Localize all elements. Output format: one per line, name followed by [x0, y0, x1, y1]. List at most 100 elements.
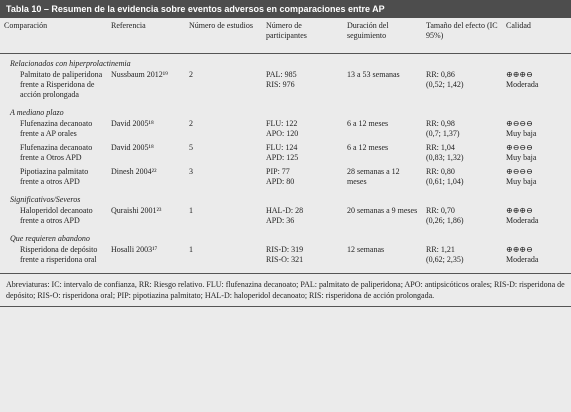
group-row: Que requieren abandono — [0, 229, 571, 244]
effect-line: (0,7; 1,37) — [426, 129, 460, 138]
effect: RR: 0,80 (0,61; 1,04) — [422, 166, 502, 190]
effect: RR: 0,98 (0,7; 1,37) — [422, 118, 502, 142]
reference: Nussbaum 2012¹⁹ — [111, 70, 168, 79]
data-row: Flufenazina decanoato frente a AP orales… — [0, 118, 571, 142]
comparison: Flufenazina decanoato frente a AP orales — [20, 119, 93, 138]
column-header: Duración del seguimiento — [343, 18, 422, 54]
effect-line: (0,52; 1,42) — [426, 80, 464, 89]
effect-line: RR: 0,70 — [426, 206, 455, 215]
quality-line: Moderada — [506, 255, 539, 264]
participants: FLU: 124 APD: 125 — [262, 142, 343, 166]
quality: ⊕⊖⊖⊖ Muy baja — [502, 166, 571, 190]
participant-line: FLU: 122 — [266, 119, 298, 128]
group-label: Relacionados con hiperprolactinemia — [10, 59, 131, 68]
column-header: Comparación — [0, 18, 107, 54]
quality: ⊕⊖⊖⊖ Muy baja — [502, 118, 571, 142]
quality: ⊕⊖⊖⊖ Muy baja — [502, 142, 571, 166]
reference: David 2005¹⁸ — [111, 119, 154, 128]
participant-line: HAL-D: 28 — [266, 206, 304, 215]
reference: David 2005¹⁸ — [111, 143, 154, 152]
comparison: Pipotiazina palmitato frente a otros APD — [20, 167, 89, 186]
duration: 28 semanas a 12 meses — [347, 167, 400, 186]
participant-line: RIS-D: 319 — [266, 245, 304, 254]
effect: RR: 1,04 (0,83; 1,32) — [422, 142, 502, 166]
footnote: Abreviaturas: IC: intervalo de confianza… — [0, 274, 571, 307]
table-head: Comparación Referencia Número de estudios N… — [0, 18, 571, 54]
quality-line: ⊕⊖⊖⊖ — [506, 167, 533, 176]
effect-line: (0,61; 1,04) — [426, 177, 464, 186]
studies: 5 — [189, 143, 193, 152]
group-row: A mediano plazo — [0, 103, 571, 118]
column-header: Número de estudios — [185, 18, 262, 54]
effect: RR: 0,70 (0,26; 1,86) — [422, 205, 502, 229]
duration: 12 semanas — [343, 244, 422, 274]
quality-line: ⊕⊕⊕⊖ — [506, 206, 533, 215]
duration: 13 a 53 semanas — [347, 70, 400, 79]
data-row: Flufenazina decanoato frente a Otros APD… — [0, 142, 571, 166]
effect-line: (0,26; 1,86) — [426, 216, 464, 225]
data-row: Risperidona de depósito frente a risperi… — [0, 244, 571, 274]
duration: 6 a 12 meses — [347, 143, 389, 152]
participant-line: APD: 36 — [266, 216, 295, 225]
participant-line: FLU: 124 — [266, 143, 298, 152]
group-label: Que requieren abandono — [10, 234, 90, 243]
group-row: Relacionados con hiperprolactinemia — [0, 54, 571, 70]
participant-line: RIS-O: 321 — [266, 255, 304, 264]
participant-line: APD: 80 — [266, 177, 295, 186]
effect-line: RR: 0,98 — [426, 119, 455, 128]
participant-line: PIP: 77 — [266, 167, 290, 176]
reference: Dinesh 2004²² — [111, 167, 157, 176]
quality: ⊕⊕⊕⊖ Moderada — [502, 205, 571, 229]
participants: HAL-D: 28 APD: 36 — [262, 205, 343, 229]
quality-line: Muy baja — [506, 177, 537, 186]
duration: 20 semanas a 9 meses — [347, 206, 418, 215]
quality-line: ⊕⊖⊖⊖ — [506, 119, 533, 128]
reference: Hosalli 2003¹⁷ — [107, 244, 185, 274]
studies: 2 — [189, 70, 193, 79]
participants: RIS-D: 319 RIS-O: 321 — [262, 244, 343, 274]
quality-line: ⊕⊕⊕⊖ — [506, 245, 533, 254]
effect: RR: 0,86 (0,52; 1,42) — [422, 69, 502, 103]
quality: ⊕⊕⊕⊖ Moderada — [502, 244, 571, 274]
data-row: Palmitato de paliperidona frente a Rispe… — [0, 69, 571, 103]
studies: 3 — [189, 167, 193, 176]
participant-line: RIS: 976 — [266, 80, 295, 89]
group-label: Significativos/Severos — [10, 195, 81, 204]
effect-line: RR: 0,86 — [426, 70, 455, 79]
comparison: Flufenazina decanoato frente a Otros APD — [20, 143, 93, 162]
effect-line: RR: 1,04 — [426, 143, 455, 152]
participant-line: PAL: 985 — [266, 70, 297, 79]
participant-line: APO: 120 — [266, 129, 299, 138]
data-row: Haloperidol decanoato frente a otros APD… — [0, 205, 571, 229]
effect-line: RR: 0,80 — [426, 167, 455, 176]
table-body: Relacionados con hiperprolactinemia Palmi… — [0, 54, 571, 274]
group-label: A mediano plazo — [10, 108, 64, 117]
comparison: Haloperidol decanoato frente a otros APD — [20, 206, 93, 225]
column-header: Referencia — [107, 18, 185, 54]
evidence-table: Comparación Referencia Número de estudios N… — [0, 18, 571, 274]
participants: FLU: 122 APO: 120 — [262, 118, 343, 142]
data-row: Pipotiazina palmitato frente a otros APD… — [0, 166, 571, 190]
participants: PIP: 77 APD: 80 — [262, 166, 343, 190]
studies: 1 — [189, 206, 193, 215]
participant-line: APD: 125 — [266, 153, 299, 162]
header-row: Comparación Referencia Número de estudios N… — [0, 18, 571, 54]
comparison: Palmitato de paliperidona frente a Rispe… — [20, 70, 103, 99]
group-row: Significativos/Severos — [0, 190, 571, 205]
reference: Quraishi 2001²³ — [111, 206, 162, 215]
comparison: Risperidona de depósito frente a risperi… — [0, 244, 107, 274]
studies: 2 — [189, 119, 193, 128]
quality: ⊕⊕⊕⊖ Moderada — [502, 69, 571, 103]
effect-line: (0,83; 1,32) — [426, 153, 464, 162]
effect-line: (0,62; 2,35) — [426, 255, 464, 264]
participants: PAL: 985 RIS: 976 — [262, 69, 343, 103]
studies: 1 — [185, 244, 262, 274]
effect-line: RR: 1,21 — [426, 245, 455, 254]
table-title: Tabla 10 – Resumen de la evidencia sobre… — [0, 0, 571, 18]
column-header: Tamaño del efecto (IC 95%) — [422, 18, 502, 54]
quality-line: Muy baja — [506, 129, 537, 138]
column-header: Número de participantes — [262, 18, 343, 54]
duration: 6 a 12 meses — [347, 119, 389, 128]
